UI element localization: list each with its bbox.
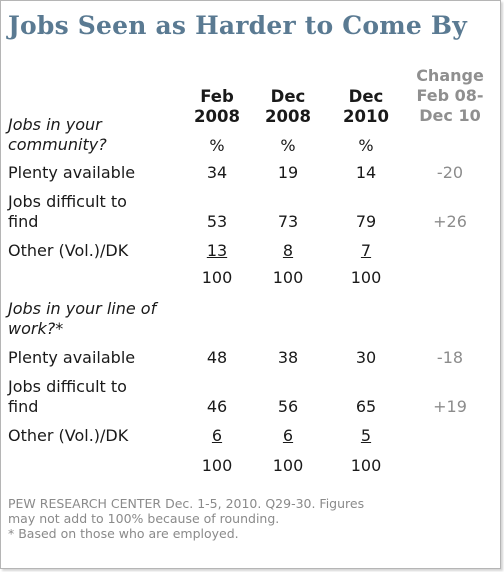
- table-cell: 56: [277, 397, 299, 416]
- table-cell: 5: [336, 426, 396, 446]
- table-cell-value: 6: [282, 426, 294, 445]
- table-cell: 13: [187, 241, 247, 261]
- total-cell: 100: [350, 456, 382, 475]
- change-cell: -18: [436, 348, 464, 367]
- table-cell-value: 7: [360, 241, 372, 260]
- question-line: Jobs in your line of: [8, 299, 157, 318]
- table-cell: 6: [187, 426, 247, 446]
- unit-label: %: [209, 136, 225, 155]
- footnote-source: PEW RESEARCH CENTER Dec. 1-5, 2010. Q29-…: [8, 496, 365, 511]
- question-line: community?: [8, 135, 107, 154]
- table-cell-value: 8: [282, 241, 294, 260]
- column-header-month: Dec: [270, 87, 306, 106]
- table-cell: 53: [206, 212, 228, 231]
- table-cell-value: 13: [206, 241, 228, 260]
- footnote-employed: * Based on those who are employed.: [8, 526, 239, 541]
- row-label-plenty-available: Plenty available: [8, 348, 136, 367]
- table-cell: 48: [206, 348, 228, 367]
- section-question-line-of-work: Jobs in your line of work?*: [8, 299, 156, 339]
- column-header-feb-2008: Feb 2008: [187, 87, 247, 127]
- change-cell: +19: [433, 397, 467, 416]
- row-label-line: Jobs difficult to: [8, 377, 127, 396]
- column-header-dec-2008: Dec 2008: [258, 87, 318, 127]
- column-header-year: 2008: [194, 107, 240, 126]
- table-cell-value: 6: [211, 426, 223, 445]
- section-question-community: Jobs in your community?: [8, 115, 107, 155]
- table-cell: 19: [277, 163, 299, 182]
- unit-label: %: [358, 136, 374, 155]
- total-cell: 100: [201, 268, 233, 287]
- table-cell: 7: [336, 241, 396, 261]
- column-header-year: 2008: [265, 107, 311, 126]
- column-header-month: Dec: [348, 87, 384, 106]
- row-label-line: Jobs difficult to: [8, 192, 127, 211]
- column-header-year: 2010: [343, 107, 389, 126]
- table-cell: 65: [355, 397, 377, 416]
- table-cell: 30: [355, 348, 377, 367]
- column-header-change: Change Feb 08- Dec 10: [410, 66, 490, 126]
- table-cell: 46: [206, 397, 228, 416]
- change-header-line: Dec 10: [419, 106, 481, 125]
- row-label-other: Other (Vol.)/DK: [8, 426, 129, 445]
- total-cell: 100: [201, 456, 233, 475]
- chart-title: Jobs Seen as Harder to Come By: [8, 11, 467, 40]
- table-cell: 38: [277, 348, 299, 367]
- column-header-dec-2010: Dec 2010: [336, 87, 396, 127]
- change-header-line: Change: [416, 66, 484, 85]
- row-label-plenty-available: Plenty available: [8, 163, 136, 182]
- footnote-rounding: may not add to 100% because of rounding.: [8, 511, 280, 526]
- row-label-jobs-difficult: Jobs difficult to find: [8, 192, 127, 232]
- change-cell: -20: [436, 163, 464, 182]
- change-header-line: Feb 08-: [416, 86, 484, 105]
- change-cell: +26: [433, 212, 467, 231]
- total-cell: 100: [350, 268, 382, 287]
- row-label-line: find: [8, 212, 39, 231]
- footnote: PEW RESEARCH CENTER Dec. 1-5, 2010. Q29-…: [8, 496, 364, 541]
- total-cell: 100: [272, 456, 304, 475]
- table-cell: 6: [258, 426, 318, 446]
- question-line: Jobs in your: [8, 115, 102, 134]
- table-cell: 73: [277, 212, 299, 231]
- total-cell: 100: [272, 268, 304, 287]
- row-label-line: find: [8, 397, 39, 416]
- table-cell: 79: [355, 212, 377, 231]
- row-label-jobs-difficult: Jobs difficult to find: [8, 377, 127, 417]
- column-header-month: Feb: [200, 87, 234, 106]
- unit-label: %: [280, 136, 296, 155]
- table-cell: 14: [355, 163, 377, 182]
- question-line: work?*: [8, 319, 64, 338]
- table-cell: 34: [206, 163, 228, 182]
- row-label-other: Other (Vol.)/DK: [8, 241, 129, 260]
- table-cell-value: 5: [360, 426, 372, 445]
- table-cell: 8: [258, 241, 318, 261]
